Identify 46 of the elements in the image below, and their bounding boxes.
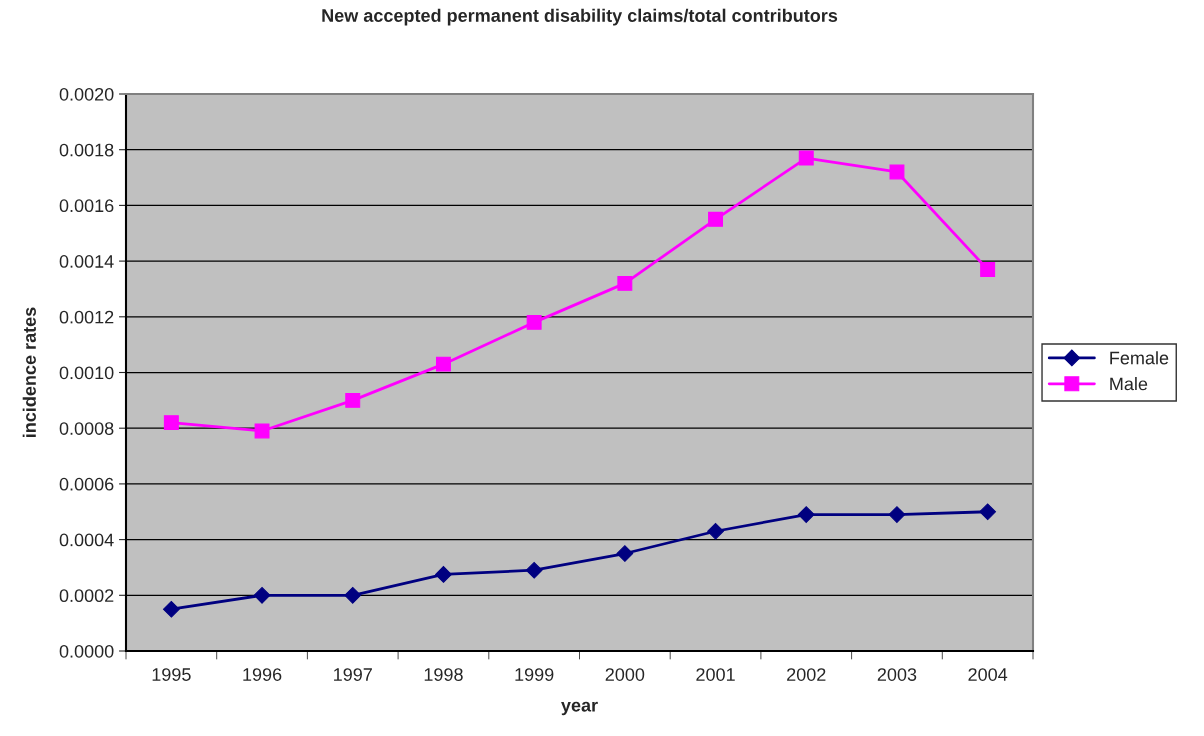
x-tick-label: 2004 [968,668,1008,681]
point [980,261,996,277]
point [889,164,905,180]
x-tick-label: 2000 [605,668,645,681]
point [616,545,634,562]
y-tick-label: 0.0004 [59,533,114,547]
x-tick-label: 1995 [152,668,191,681]
y-tick-label: 0.0018 [59,143,114,157]
x-tick-label: 1997 [334,668,372,681]
point [888,506,906,523]
point [253,586,271,604]
y-tick-label: 0.0002 [59,589,114,603]
point [525,561,543,579]
x-tick-label: 1996 [243,668,282,681]
y-tick-label: 0.0016 [59,199,114,213]
x-tick-label: 1999 [515,668,554,681]
point [707,522,724,540]
x-tick-label: 2001 [696,668,735,681]
y-tick-label: 0.0014 [59,255,114,268]
point [798,150,814,166]
x-tick-label: 2002 [787,668,826,681]
point [345,392,361,408]
point [617,275,633,291]
point [344,586,362,604]
point [435,356,451,372]
y-tick-label: 0.0006 [59,477,114,491]
point [979,503,997,521]
y-tick-label: 0.0010 [59,366,114,380]
x-tick-label: 1998 [424,668,463,681]
x-tick-label: 2003 [877,668,917,681]
point [163,415,179,431]
point [254,423,270,439]
point [708,211,724,227]
point [162,600,180,618]
point [526,314,542,330]
y-tick-label: 0.0012 [59,310,114,324]
y-tick-label: 0.0000 [59,644,114,658]
y-tick-label: 0.0008 [59,422,114,435]
point [435,566,452,583]
point [797,506,815,523]
y-tick-label: 0.0020 [59,87,114,101]
x-axis-title: year [561,701,598,716]
legend-label: Female [1110,351,1169,365]
chart-title: New accepted permanent disability claims/total contributors [322,8,838,26]
y-axis-title: incidence rates [22,307,36,437]
legend-label: Male [1110,377,1148,391]
